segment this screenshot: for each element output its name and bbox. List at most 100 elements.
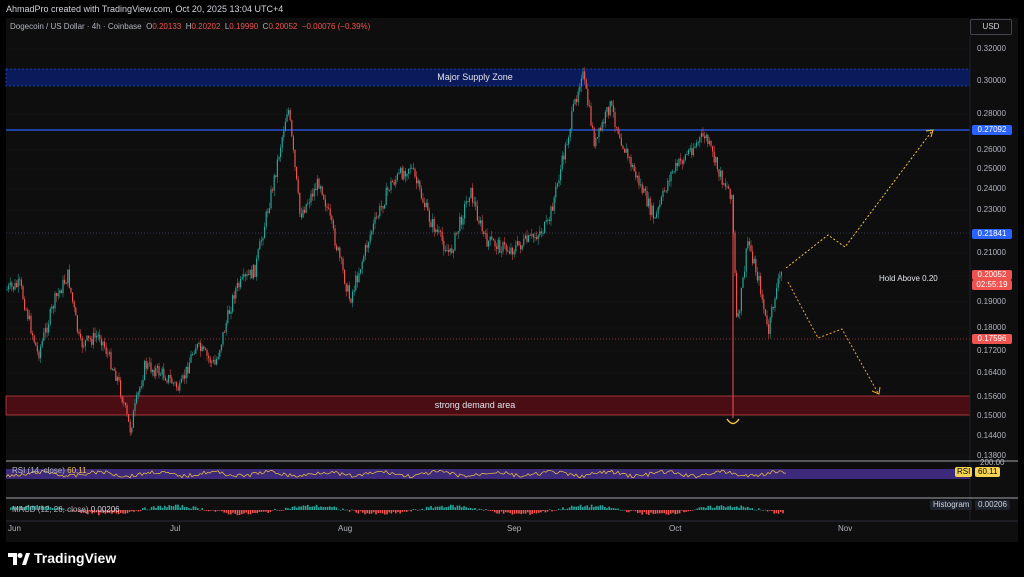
candle-body [603, 122, 605, 124]
candle-body [249, 269, 251, 275]
candle-body [646, 191, 648, 207]
candle-body [417, 180, 419, 184]
candle-body [310, 193, 312, 203]
candle-body [203, 346, 205, 349]
macd-bar [502, 510, 505, 514]
candle-body [360, 269, 362, 274]
macd-bar [698, 507, 701, 510]
candle-body [184, 375, 186, 379]
candle-body [622, 145, 624, 149]
macd-bar [575, 506, 577, 510]
candle-body [433, 218, 435, 232]
candle-body [558, 180, 560, 184]
candle-body [632, 165, 634, 167]
macd-bar [300, 506, 302, 510]
candle-body [588, 105, 590, 107]
high-value: 0.20202 [191, 22, 221, 31]
chart-frame[interactable] [6, 18, 1018, 542]
macd-bar [430, 505, 432, 510]
macd-bar [32, 505, 34, 510]
candle-body [643, 188, 645, 193]
macd-bar [465, 507, 467, 510]
candle-body [62, 279, 64, 294]
candle-body [196, 343, 198, 349]
macd-bar [599, 505, 602, 510]
symbol-legend[interactable]: Dogecoin / US Dollar · 4h · Coinbase O0.… [10, 20, 370, 34]
macd-bar [722, 506, 725, 510]
candle-body [590, 106, 592, 126]
candle-body [561, 155, 563, 170]
candle-body [9, 282, 11, 286]
candle-body [131, 427, 133, 433]
rsi-legend[interactable]: RSI (14, close) 60.11 [12, 466, 87, 475]
candle-body [537, 235, 539, 240]
macd-bar [452, 505, 454, 510]
histogram-tag: Histogram [930, 500, 973, 510]
candle-body [633, 165, 635, 172]
candle-body [627, 148, 629, 158]
macd-bar [731, 507, 734, 510]
candle-body [252, 264, 254, 279]
macd-bar [177, 504, 179, 510]
candle-body [20, 279, 22, 287]
candle-body [769, 317, 771, 334]
candle-body [408, 168, 410, 174]
candle-body [705, 135, 707, 139]
candle-body [492, 239, 494, 241]
candle-body [272, 189, 274, 191]
macd-bar [56, 508, 58, 510]
tradingview-brand[interactable]: TradingView [8, 549, 116, 567]
supply-zone-label[interactable]: Major Supply Zone [437, 72, 513, 82]
candle-body [336, 245, 338, 251]
macd-legend[interactable]: MACD (12, 26, close) 0.00206 [12, 505, 120, 514]
macd-histogram [10, 504, 784, 516]
macd-bar [384, 510, 386, 515]
candle-body [617, 127, 619, 135]
candle-body [308, 202, 310, 204]
demand-zone-label[interactable]: strong demand area [434, 400, 516, 410]
currency-button[interactable]: USD [970, 19, 1012, 35]
candle-body [412, 167, 414, 169]
candle-body [140, 386, 142, 388]
candle-body [478, 220, 480, 224]
candle-body [129, 421, 131, 433]
candle-body [257, 249, 259, 259]
candle-body [94, 332, 96, 338]
candle-body [179, 382, 181, 391]
macd-bar [593, 506, 595, 510]
macd-bar [375, 510, 377, 515]
macd-bar [227, 510, 230, 515]
macd-bar [263, 510, 265, 512]
macd-bar [606, 508, 608, 510]
candle-body [41, 340, 43, 347]
macd-bar [346, 509, 349, 511]
macd-bar [188, 508, 190, 510]
macd-bar [381, 510, 384, 514]
macd-bar [434, 506, 437, 510]
hold-above-note[interactable]: Hold Above 0.20 [879, 274, 938, 283]
macd-bar [329, 506, 331, 510]
candle-body [152, 369, 154, 373]
macd-bar [106, 510, 109, 513]
candle-body [651, 205, 653, 215]
candle-body [329, 208, 331, 216]
candle-body [206, 349, 208, 356]
candle-body [406, 173, 408, 177]
macd-bar [197, 508, 199, 510]
candle-body [49, 308, 51, 325]
candle-body [147, 363, 149, 369]
price-axis-label: 0.30000 [977, 76, 1006, 85]
candle-body [536, 237, 538, 240]
candle-body [188, 362, 190, 374]
candle-body [158, 365, 160, 376]
candle-body [464, 204, 466, 219]
macd-bar [36, 505, 38, 510]
candle-body [436, 229, 438, 232]
candle-body [240, 278, 242, 288]
candle-body [675, 162, 677, 172]
macd-bar [315, 504, 318, 510]
macd-bar [335, 507, 338, 510]
macd-bar [632, 510, 635, 511]
low-label: L [224, 22, 230, 31]
